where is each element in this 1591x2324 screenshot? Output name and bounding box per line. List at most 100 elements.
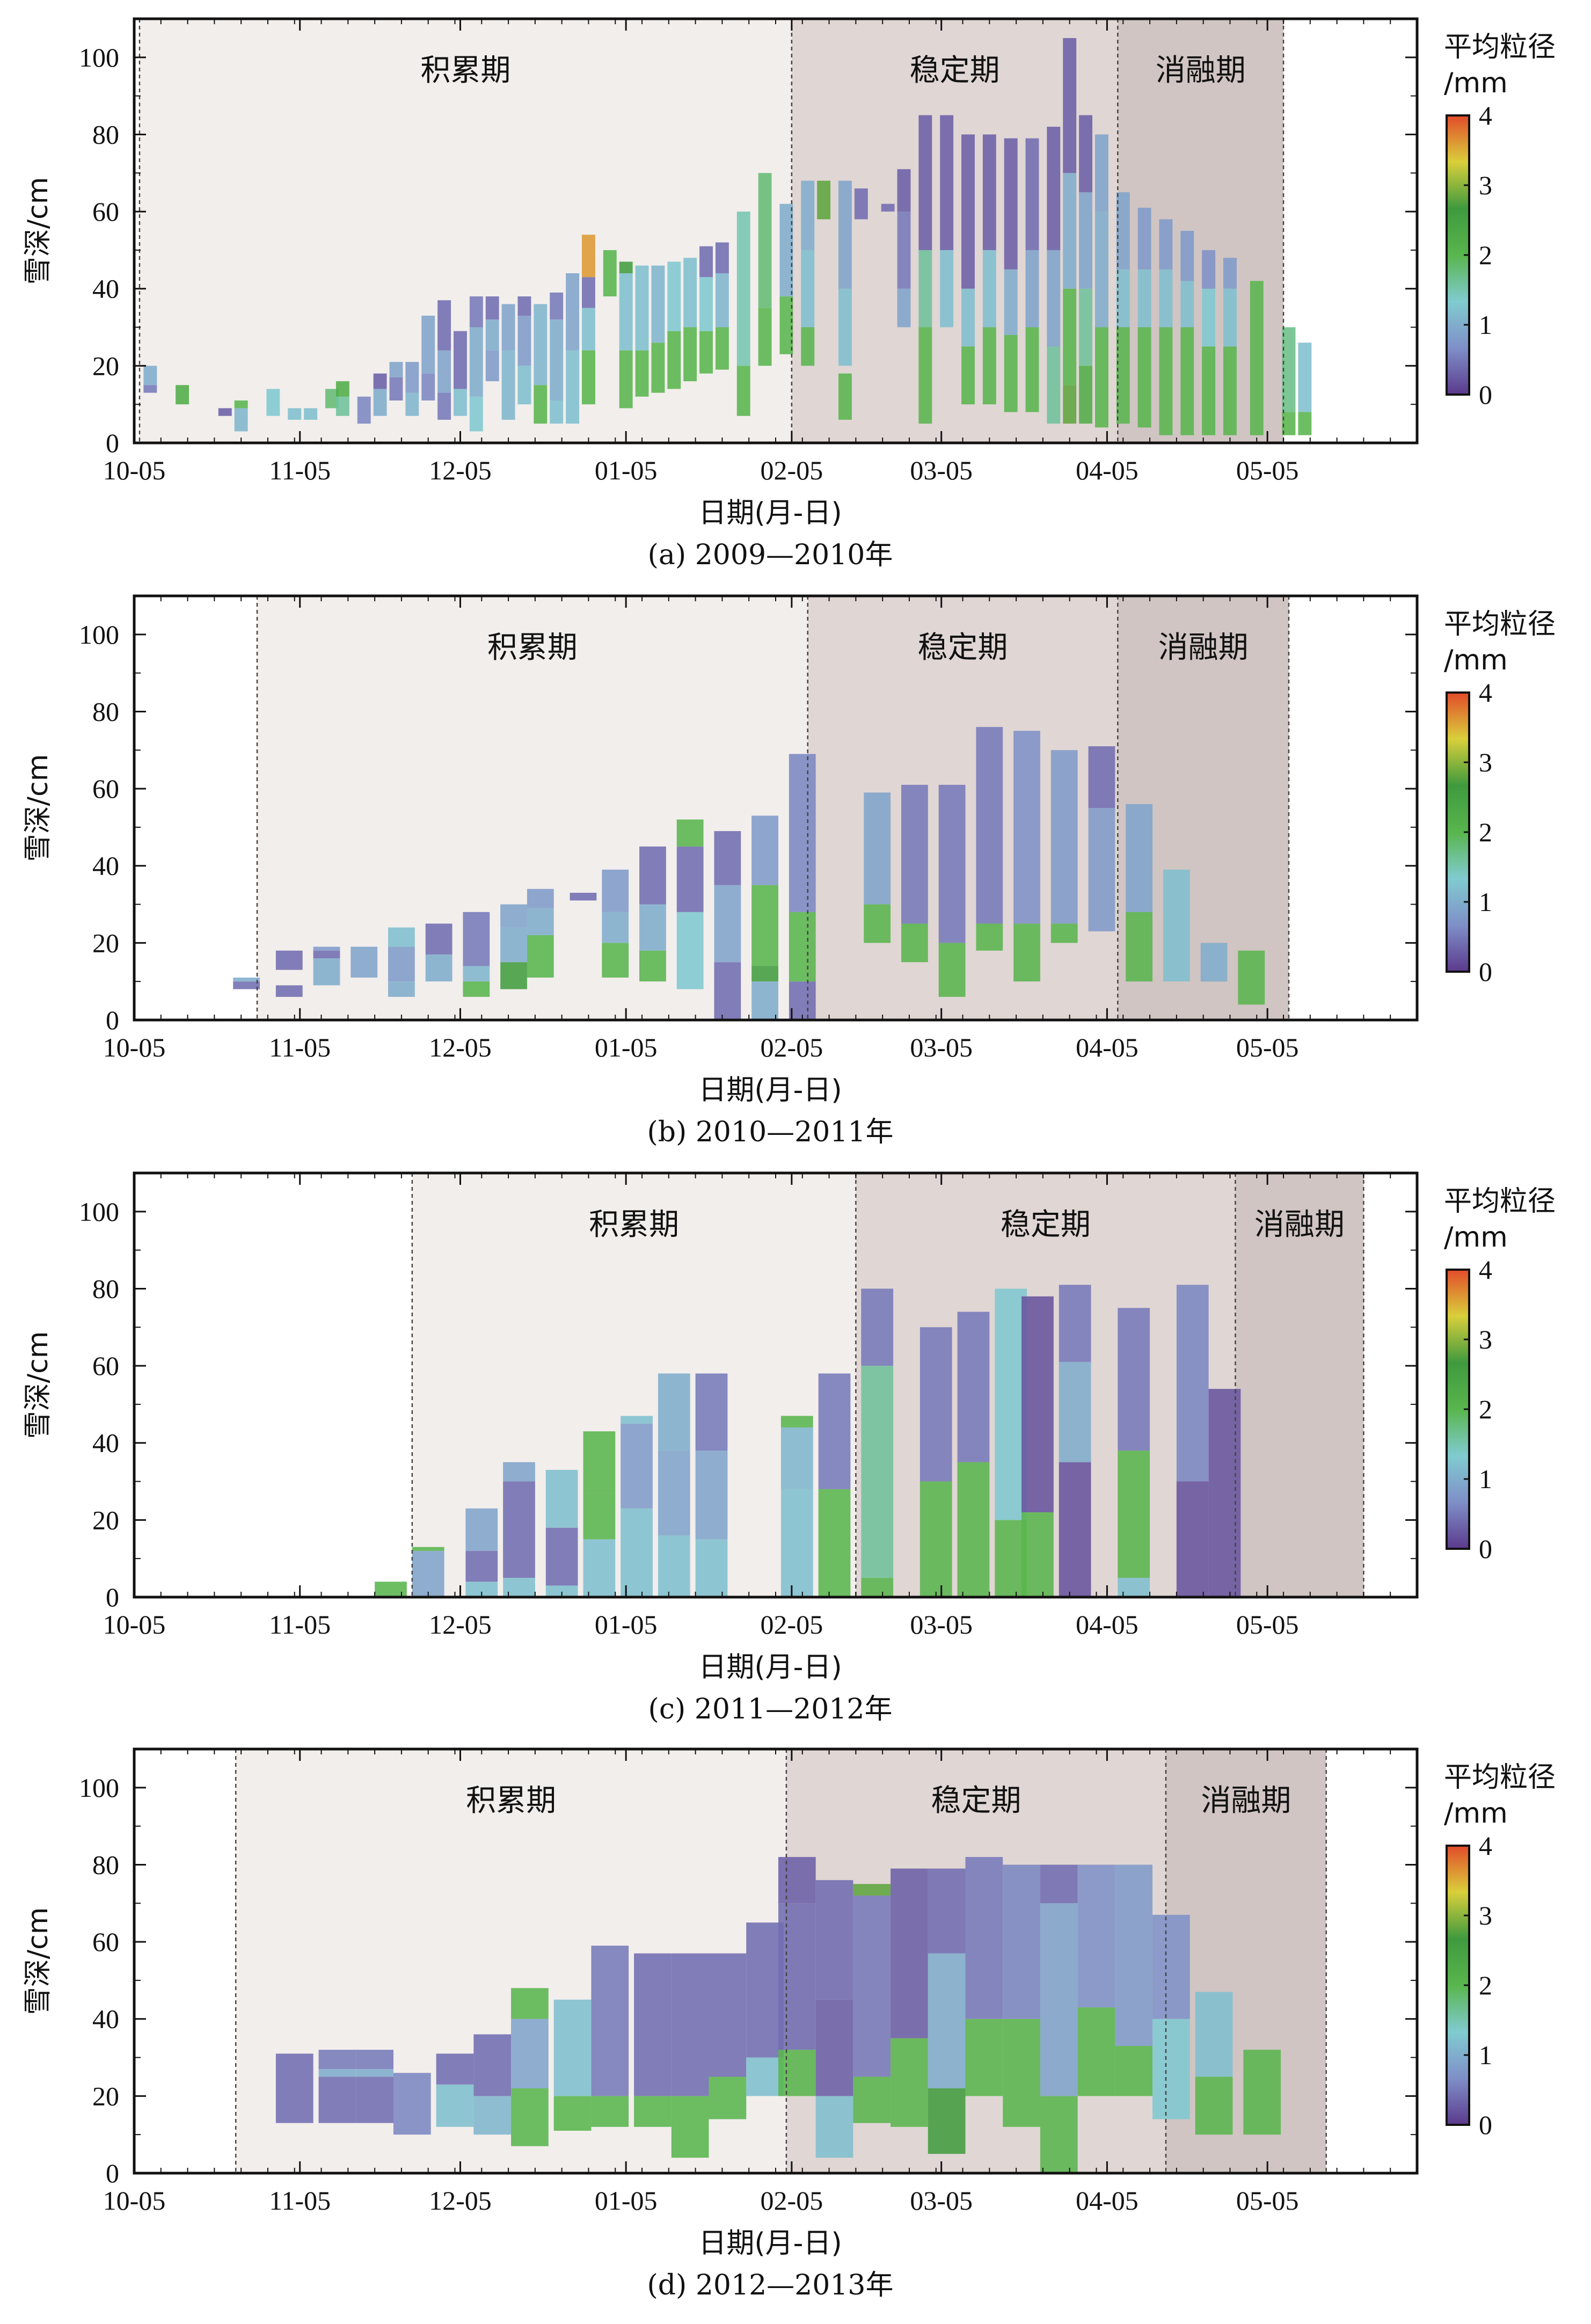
snow-layer-bar bbox=[778, 1903, 816, 2050]
snow-layer-bar bbox=[1115, 1864, 1153, 2046]
x-tick-label: 05-05 bbox=[1236, 1609, 1299, 1640]
snow-layer-bar bbox=[275, 2053, 313, 2123]
snow-layer-bar bbox=[143, 366, 157, 385]
snow-layer-bar bbox=[288, 408, 302, 420]
snow-layer-bar bbox=[553, 2096, 592, 2131]
snow-layer-bar bbox=[1180, 327, 1194, 435]
snow-layer-bar bbox=[658, 1373, 690, 1451]
snow-layer-bar bbox=[1118, 1451, 1150, 1578]
snow-layer-bar bbox=[1079, 115, 1093, 193]
snow-layer-bar bbox=[751, 815, 778, 885]
snow-layer-bar bbox=[373, 389, 387, 416]
snow-layer-bar bbox=[695, 1539, 728, 1597]
snow-layer-bar bbox=[801, 250, 815, 327]
snow-layer-bar bbox=[1079, 288, 1093, 366]
snow-layer-bar bbox=[469, 327, 483, 397]
snow-layer-bar bbox=[1250, 281, 1264, 435]
snow-layer-bar bbox=[676, 846, 704, 912]
colorbar-tick-label: 2 bbox=[1479, 240, 1492, 270]
snow-layer-bar bbox=[437, 392, 451, 420]
snow-layer-bar bbox=[671, 1953, 709, 2096]
snow-layer-bar bbox=[901, 923, 928, 963]
snow-layer-bar bbox=[389, 362, 403, 377]
snow-layer-bar bbox=[485, 296, 499, 320]
x-tick-label: 03-05 bbox=[910, 1032, 973, 1062]
snow-layer-bar bbox=[815, 1999, 853, 2096]
snow-layer-bar bbox=[412, 1547, 444, 1551]
snow-layer-bar bbox=[815, 1880, 853, 2000]
y-tick-label: 100 bbox=[79, 42, 119, 72]
snow-layer-bar bbox=[658, 1535, 690, 1597]
snow-layer-bar bbox=[961, 288, 975, 347]
colorbar-tick-label: 4 bbox=[1479, 677, 1492, 708]
snow-layer-bar bbox=[473, 2034, 512, 2096]
colorbar-tick-label: 1 bbox=[1479, 1464, 1492, 1494]
y-axis-label: 雪深/cm bbox=[22, 1331, 54, 1439]
snow-layer-bar bbox=[1137, 207, 1151, 269]
snow-layer-bar bbox=[313, 958, 340, 986]
snow-layer-bar bbox=[699, 277, 713, 331]
snow-layer-bar bbox=[1063, 288, 1077, 385]
snow-layer-bar bbox=[838, 373, 852, 420]
panel-caption: (c) 2011—2012年 bbox=[648, 1693, 893, 1725]
snow-layer-bar bbox=[1021, 1296, 1054, 1512]
snow-layer-bar bbox=[234, 408, 248, 432]
colorbar-tick-label: 0 bbox=[1479, 380, 1492, 410]
x-tick-label: 03-05 bbox=[910, 455, 973, 485]
panel-caption: (b) 2010—2011年 bbox=[647, 1116, 893, 1148]
snow-layer-bar bbox=[501, 304, 515, 351]
snow-layer-bar bbox=[1115, 2046, 1153, 2096]
snow-layer-bar bbox=[938, 784, 966, 943]
snow-layer-bar bbox=[928, 2088, 966, 2154]
colorbar-tick-label: 4 bbox=[1479, 1831, 1492, 1861]
phase-label: 积累期 bbox=[466, 1783, 556, 1818]
snow-layer-bar bbox=[1202, 346, 1216, 435]
snow-layer-bar bbox=[1040, 1864, 1078, 1904]
snow-layer-bar bbox=[357, 396, 371, 424]
snow-layer-bar bbox=[751, 966, 778, 982]
snow-layer-bar bbox=[780, 1489, 813, 1597]
snow-layer-bar bbox=[602, 943, 629, 978]
snow-layer-bar bbox=[651, 265, 665, 343]
snow-layer-bar bbox=[736, 366, 750, 416]
snow-layer-bar bbox=[373, 373, 387, 389]
snow-layer-bar bbox=[751, 981, 778, 1020]
snow-layer-bar bbox=[639, 950, 666, 982]
colorbar-tick-label: 0 bbox=[1479, 2110, 1492, 2140]
colorbar-tick-label: 2 bbox=[1479, 1970, 1492, 2000]
snow-layer-bar bbox=[965, 2019, 1003, 2096]
snow-layer-bar bbox=[714, 831, 741, 885]
snow-layer-bar bbox=[746, 2057, 784, 2096]
snow-layer-bar bbox=[1088, 746, 1115, 808]
snow-layer-bar bbox=[1079, 366, 1093, 424]
x-tick-label: 05-05 bbox=[1236, 1032, 1299, 1062]
snow-layer-bar bbox=[583, 1493, 616, 1540]
snow-layer-bar bbox=[853, 1895, 891, 2077]
colorbar-title: 平均粒径 bbox=[1444, 1185, 1556, 1218]
snow-layer-bar bbox=[1137, 327, 1151, 428]
snow-layer-bar bbox=[176, 385, 189, 405]
snow-layer-bar bbox=[1243, 2050, 1281, 2135]
snow-layer-bar bbox=[918, 327, 932, 424]
snow-layer-bar bbox=[1004, 334, 1018, 412]
colorbar-title: 平均粒径 bbox=[1444, 608, 1556, 640]
snow-layer-bar bbox=[709, 1953, 747, 2077]
x-tick-label: 01-05 bbox=[595, 1609, 658, 1640]
snow-layer-bar bbox=[1202, 250, 1216, 289]
snow-layer-bar bbox=[1223, 258, 1237, 289]
x-tick-label: 02-05 bbox=[761, 1609, 823, 1640]
snow-layer-bar bbox=[421, 316, 435, 374]
snow-layer-bar bbox=[335, 396, 349, 416]
snow-layer-bar bbox=[1059, 1361, 1091, 1462]
snow-layer-bar bbox=[891, 2038, 928, 2127]
snow-layer-bar bbox=[1298, 412, 1312, 435]
snow-layer-bar bbox=[583, 1431, 616, 1494]
x-tick-label: 03-05 bbox=[910, 1609, 973, 1640]
colorbar-unit: /mm bbox=[1444, 644, 1508, 676]
snow-layer-bar bbox=[566, 273, 580, 351]
snow-layer-bar bbox=[801, 327, 815, 366]
snow-layer-bar bbox=[1003, 1864, 1040, 2019]
snow-layer-bar bbox=[421, 373, 435, 400]
x-tick-label: 02-05 bbox=[761, 2185, 823, 2216]
